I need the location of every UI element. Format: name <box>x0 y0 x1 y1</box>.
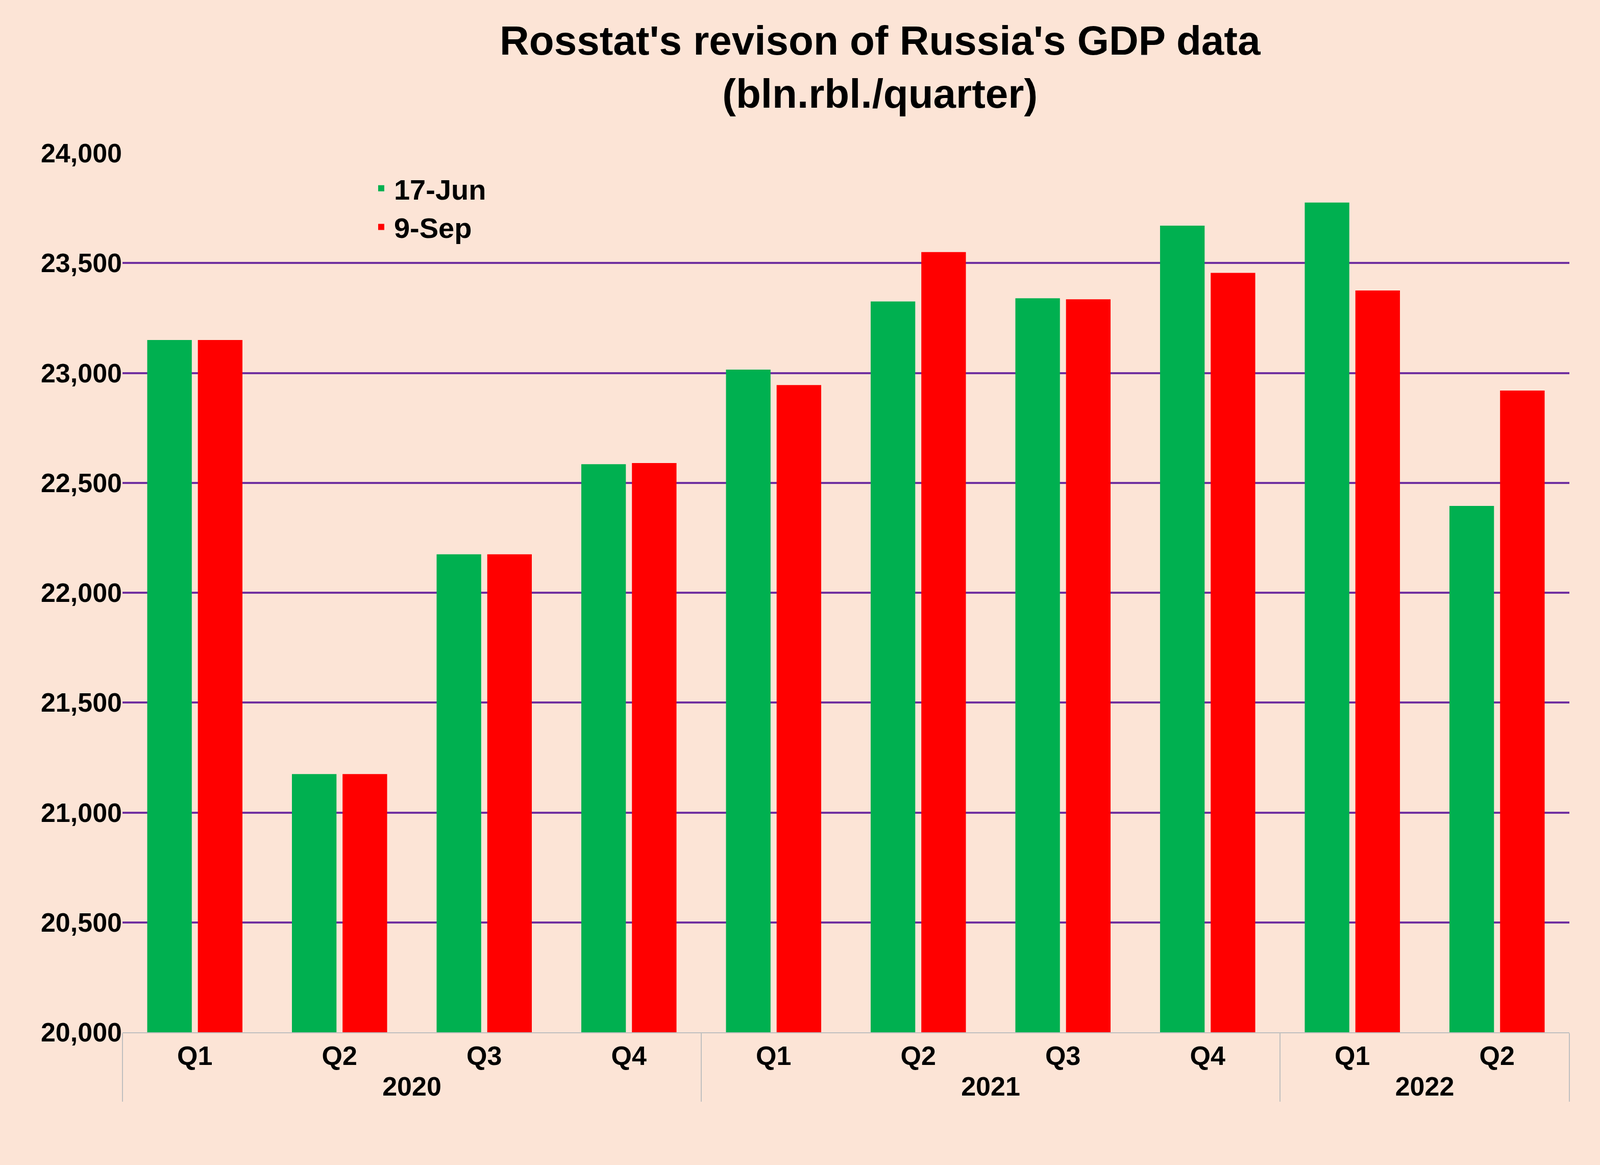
svg-text:Q1: Q1 <box>755 1040 792 1071</box>
svg-text:23,500: 23,500 <box>40 248 122 278</box>
svg-text:Q3: Q3 <box>1045 1040 1081 1071</box>
svg-text:Q2: Q2 <box>900 1040 937 1071</box>
svg-text:22,000: 22,000 <box>40 577 122 608</box>
svg-text:2020: 2020 <box>382 1071 442 1101</box>
svg-text:Q2: Q2 <box>1479 1040 1515 1071</box>
svg-text:2021: 2021 <box>961 1071 1021 1101</box>
svg-text:22,500: 22,500 <box>40 468 122 498</box>
svg-text:2022: 2022 <box>1395 1071 1455 1101</box>
svg-text:Q2: Q2 <box>322 1040 358 1071</box>
svg-text:24,000: 24,000 <box>40 138 122 168</box>
svg-text:21,000: 21,000 <box>40 797 122 828</box>
svg-text:Q4: Q4 <box>1190 1040 1226 1071</box>
svg-text:20,500: 20,500 <box>40 907 122 938</box>
svg-text:23,000: 23,000 <box>40 358 122 388</box>
svg-text:17-Jun: 17-Jun <box>394 173 487 206</box>
svg-text:Rosstat's revison of Russia's: Rosstat's revison of Russia's GDP data(b… <box>499 17 1261 117</box>
svg-text:Q1: Q1 <box>1334 1040 1370 1071</box>
svg-text:21,500: 21,500 <box>40 687 122 718</box>
svg-text:9-Sep: 9-Sep <box>394 211 473 244</box>
svg-text:Q4: Q4 <box>611 1040 647 1071</box>
svg-text:Q3: Q3 <box>466 1040 502 1071</box>
svg-text:20,000: 20,000 <box>40 1017 122 1047</box>
svg-text:Q1: Q1 <box>177 1040 213 1071</box>
